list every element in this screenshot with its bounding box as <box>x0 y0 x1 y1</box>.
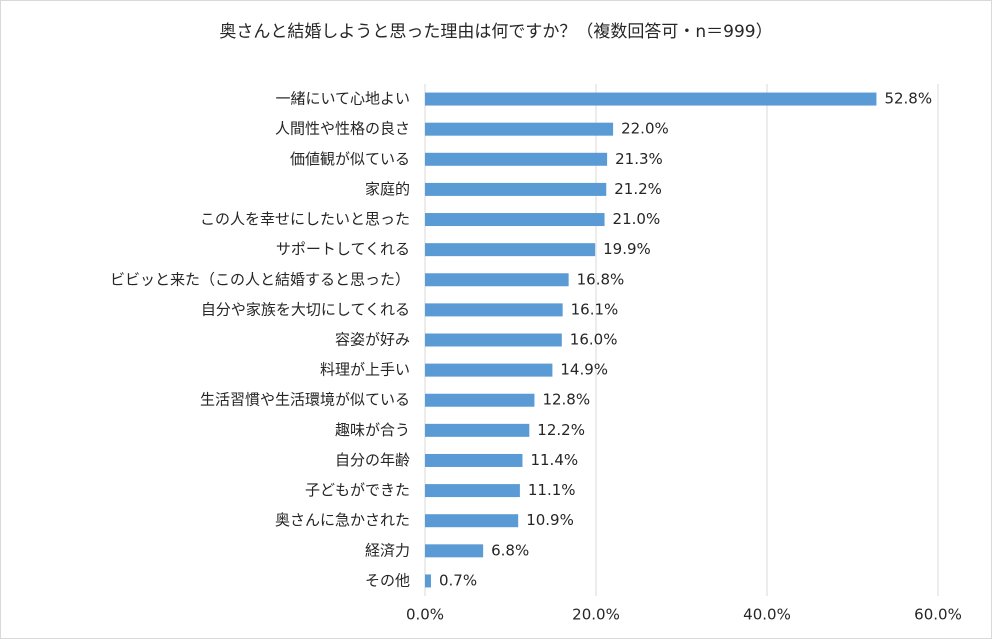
data-label: 16.1% <box>571 300 619 318</box>
data-label: 19.9% <box>603 240 651 258</box>
data-label: 11.4% <box>530 451 578 469</box>
y-tick-label: 奥さんに急かされた <box>275 511 410 529</box>
data-label: 22.0% <box>621 120 669 138</box>
y-tick-label: この人を幸せにしたいと思った <box>200 210 410 228</box>
bar <box>425 243 596 257</box>
bar <box>425 484 520 498</box>
bar <box>425 453 523 467</box>
bar <box>425 393 535 407</box>
y-tick-label: 容姿が好み <box>335 331 410 349</box>
y-tick-label: サポートしてくれる <box>276 240 410 258</box>
bar <box>425 544 484 558</box>
data-label: 16.8% <box>577 270 625 288</box>
bar <box>425 152 608 166</box>
bar <box>425 514 519 528</box>
data-label: 52.8% <box>884 90 932 108</box>
y-tick-label: 人間性や性格の良さ <box>275 120 410 138</box>
data-label: 0.7% <box>439 571 477 589</box>
x-tick-label: 60.0% <box>914 606 962 624</box>
x-tick-label: 0.0% <box>406 606 444 624</box>
data-label: 12.8% <box>542 391 590 409</box>
y-tick-label: 生活習慣や生活環境が似ている <box>200 391 410 409</box>
data-label: 11.1% <box>528 481 576 499</box>
y-tick-label: 趣味が合う <box>335 421 410 439</box>
data-label: 10.9% <box>526 511 574 529</box>
data-label: 14.9% <box>560 361 608 379</box>
bar <box>425 303 563 317</box>
data-label: 16.0% <box>570 331 618 349</box>
bar <box>425 423 530 437</box>
y-tick-label: 自分の年齢 <box>335 451 410 469</box>
data-label: 21.0% <box>613 210 661 228</box>
data-label: 21.3% <box>615 150 663 168</box>
bar <box>425 273 569 287</box>
bar <box>425 122 614 136</box>
bar <box>425 333 562 347</box>
y-tick-label: 経済力 <box>365 541 410 559</box>
y-tick-label: 一緒にいて心地よい <box>275 90 410 108</box>
x-tick-label: 20.0% <box>572 606 620 624</box>
bar <box>425 363 553 377</box>
bar <box>425 92 877 106</box>
data-label: 12.2% <box>537 421 585 439</box>
data-label: 21.2% <box>614 180 662 198</box>
bar <box>425 182 607 196</box>
y-tick-label: その他 <box>365 571 410 589</box>
x-tick-label: 40.0% <box>743 606 791 624</box>
bar <box>425 574 431 588</box>
y-tick-label: ビビッと来た（この人と結婚すると思った） <box>110 270 410 288</box>
y-tick-label: 家庭的 <box>365 180 410 198</box>
data-label: 6.8% <box>491 541 529 559</box>
y-tick-label: 価値観が似ている <box>290 150 410 168</box>
y-tick-label: 自分や家族を大切にしてくれる <box>201 300 410 318</box>
chart-title: 奥さんと結婚しようと思った理由は何ですか？（複数回答可・n＝999） <box>219 22 772 42</box>
bar <box>425 213 605 227</box>
y-tick-label: 料理が上手い <box>320 361 410 379</box>
y-tick-label: 子どもができた <box>305 481 410 499</box>
